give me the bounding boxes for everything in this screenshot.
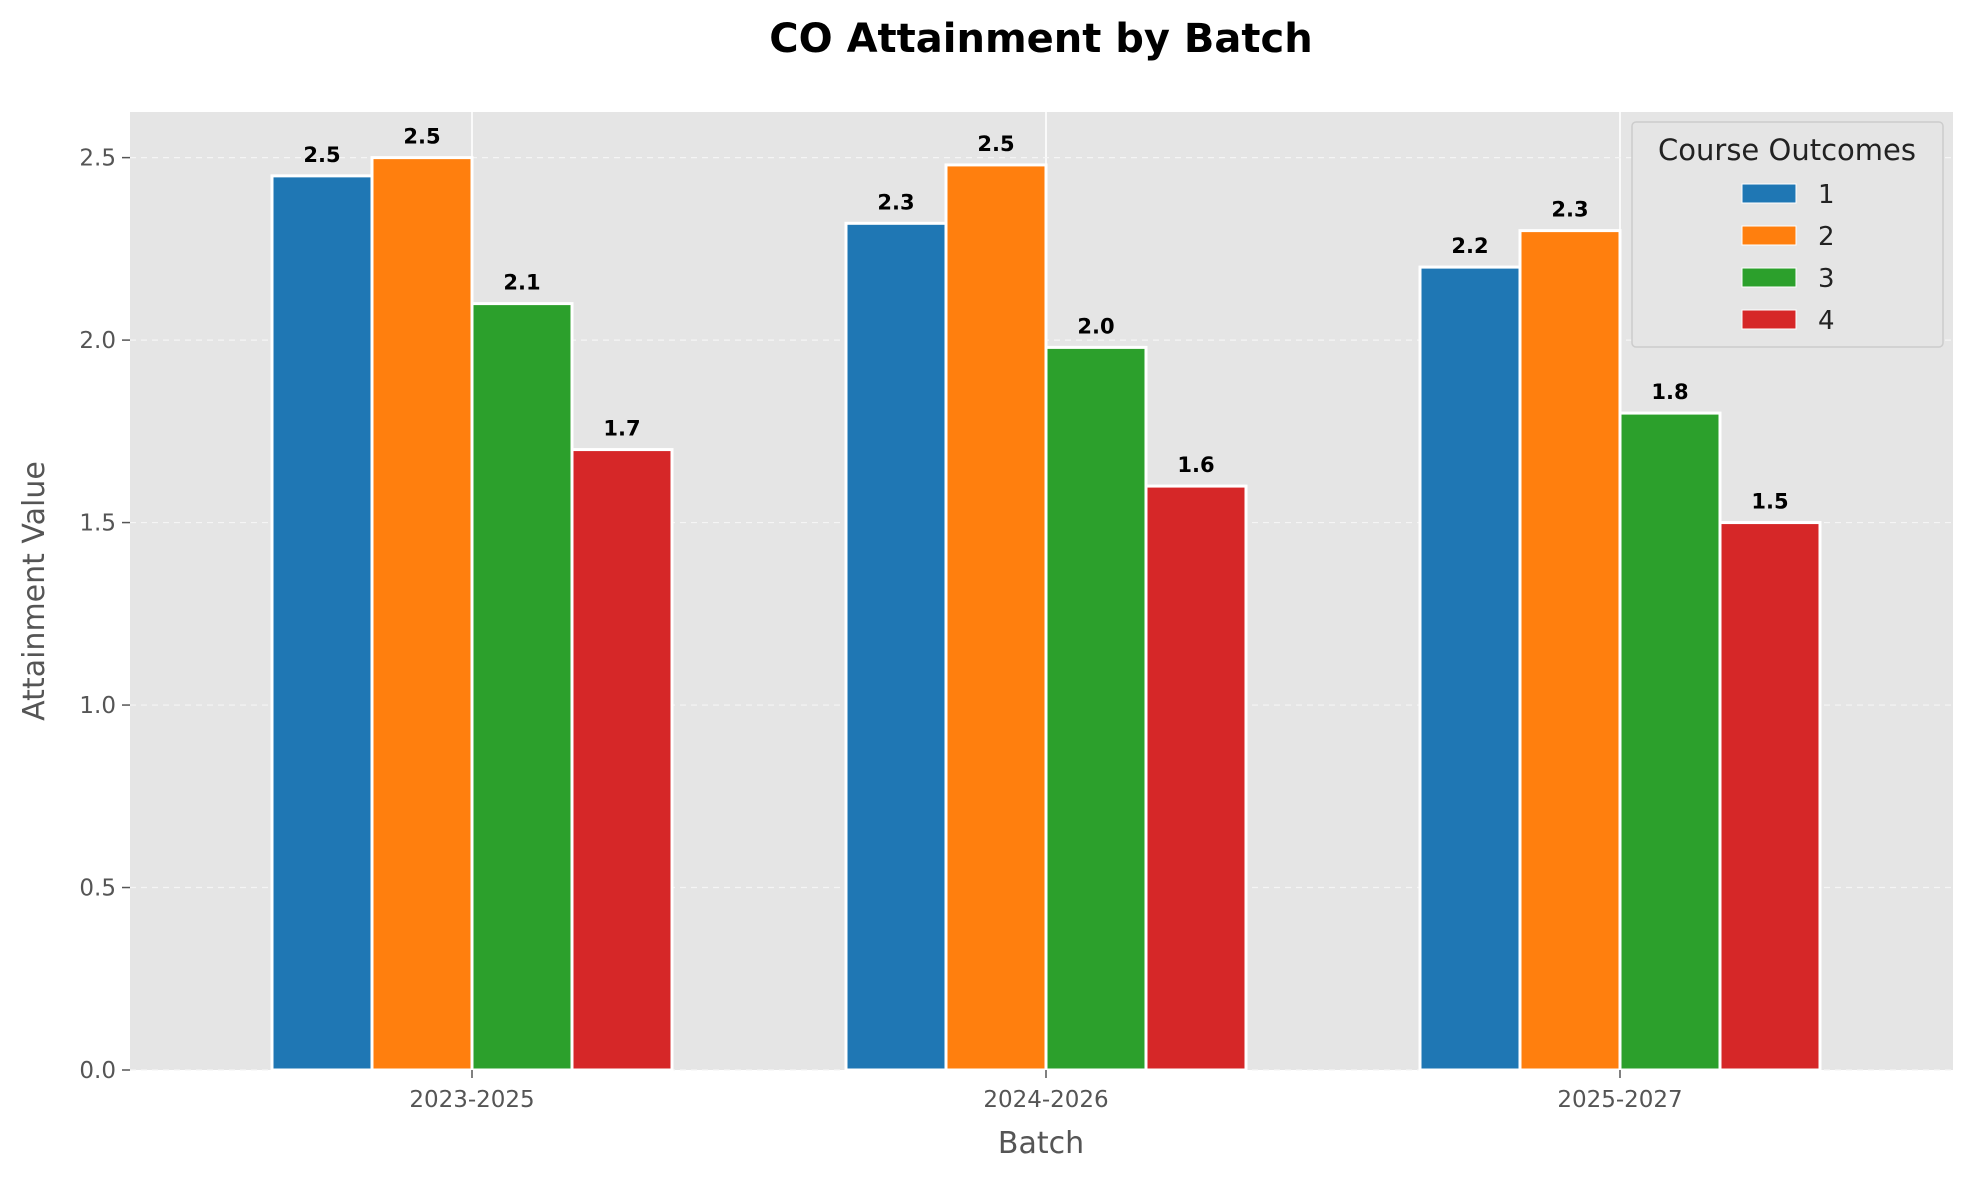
bar-series-2-2024-2026 [944,163,1048,1072]
bar-series-1-2024-2026 [844,221,948,1072]
bar-series-1-2023-2025 [270,174,374,1072]
x-axis-label: Batch [998,1126,1084,1161]
data-label: 1.5 [1751,490,1788,514]
bar-series-4-2024-2026 [1144,484,1248,1072]
legend-swatch-2 [1741,225,1797,246]
data-label: 2.0 [1077,314,1114,338]
data-label: 1.8 [1651,380,1688,404]
data-label: 2.5 [403,125,440,149]
x-tick-label: 2025-2027 [1557,1087,1682,1113]
y-tick-label: 0.0 [79,1058,116,1084]
bar-series-4-2025-2027 [1718,521,1822,1072]
legend-swatch-1 [1741,183,1797,204]
x-tick-label: 2024-2026 [983,1087,1108,1113]
bar-series-2-2025-2027 [1518,229,1622,1072]
bars [270,156,1822,1072]
legend-swatch-4 [1741,309,1797,330]
data-label: 1.6 [1177,453,1214,477]
legend-label-2: 2 [1818,222,1835,252]
chart-title: CO Attainment by Batch [769,16,1312,62]
bar-series-1-2025-2027 [1418,265,1522,1072]
bar-series-2-2023-2025 [370,156,474,1072]
bar-series-3-2023-2025 [470,302,574,1072]
bar-series-4-2023-2025 [570,448,674,1072]
data-label: 2.5 [303,143,340,167]
legend: Course Outcomes 1 2 3 4 [1631,121,1944,348]
legend-label-1: 1 [1818,180,1835,210]
y-axis: 0.0 0.5 1.0 1.5 2.0 2.5 [79,146,130,1084]
bar-series-3-2025-2027 [1618,411,1722,1072]
x-tick-label: 2023-2025 [409,1087,534,1113]
data-label: 2.2 [1451,234,1488,258]
x-axis: 2023-2025 2024-2026 2025-2027 [409,1070,1683,1113]
legend-label-4: 4 [1818,306,1835,336]
bar-series-3-2024-2026 [1044,345,1148,1072]
y-tick-label: 1.0 [79,693,116,719]
y-tick-label: 2.5 [79,146,116,172]
data-label: 2.5 [977,132,1014,156]
legend-label-3: 3 [1818,264,1835,294]
y-axis-label: Attainment Value [17,461,52,721]
y-tick-label: 2.0 [79,328,116,354]
legend-title: Course Outcomes [1658,133,1916,167]
y-tick-label: 0.5 [79,876,116,902]
data-label: 2.1 [503,271,540,295]
data-label: 1.7 [603,417,640,441]
data-labels: 2.5 2.5 2.1 1.7 2.3 2.5 2.0 1.6 2.2 2.3 1.8 1.5 [303,125,1788,514]
data-label: 2.3 [877,190,914,214]
data-label: 2.3 [1551,198,1588,222]
y-tick-label: 1.5 [79,511,116,537]
legend-swatch-3 [1741,267,1797,288]
